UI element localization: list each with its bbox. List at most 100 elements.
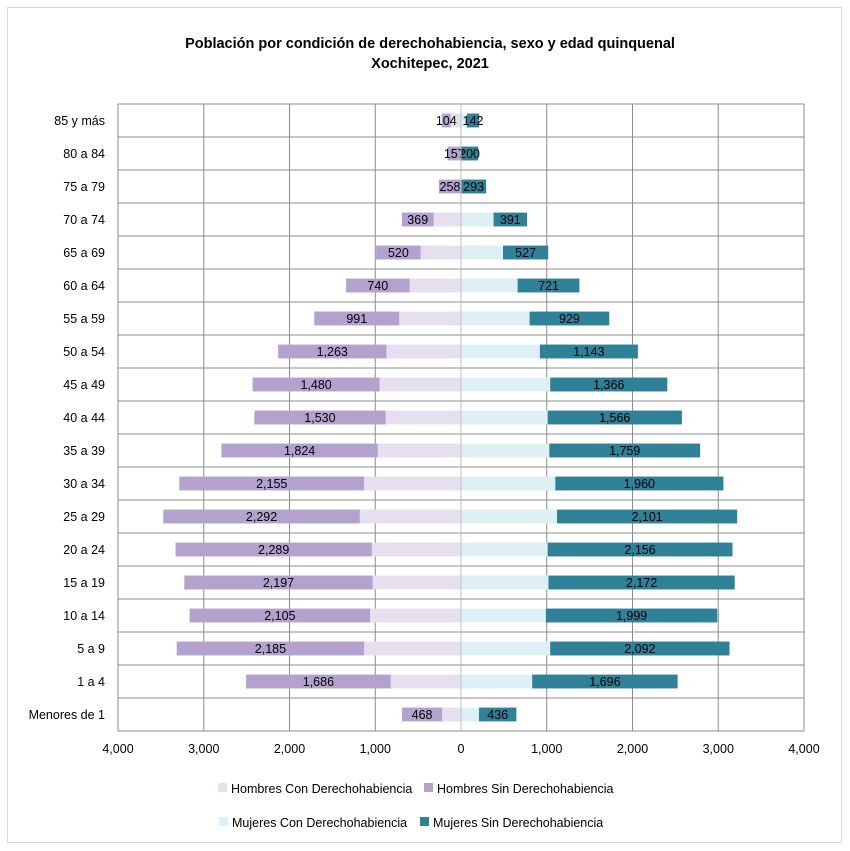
bar-mujeres-con-5 bbox=[461, 278, 518, 293]
bar-hombres-sin-3 bbox=[401, 212, 434, 227]
data-label-mujeres-sin-1: 200 bbox=[459, 147, 480, 161]
bar-mujeres-sin-0 bbox=[467, 113, 480, 128]
bar-mujeres-con-9 bbox=[461, 410, 548, 425]
data-label-mujeres-sin-4: 527 bbox=[515, 246, 536, 260]
data-label-mujeres-sin-8: 1,366 bbox=[593, 378, 624, 392]
bar-mujeres-sin-1 bbox=[461, 146, 479, 161]
bar-mujeres-sin-4 bbox=[503, 245, 549, 260]
bars bbox=[163, 113, 738, 722]
bar-hombres-con-9 bbox=[385, 410, 461, 425]
bar-mujeres-sin-5 bbox=[517, 278, 580, 293]
bar-mujeres-con-0 bbox=[461, 113, 468, 128]
bar-hombres-con-12 bbox=[359, 509, 461, 524]
bar-hombres-sin-7 bbox=[278, 344, 387, 359]
bar-mujeres-con-15 bbox=[461, 608, 546, 623]
bar-hombres-sin-18 bbox=[402, 707, 443, 722]
data-label-hombres-sin-5: 740 bbox=[367, 279, 388, 293]
y-tick-label-14: 15 a 19 bbox=[63, 576, 105, 590]
legend: Hombres Con Derechohabiencia Hombres Sin … bbox=[218, 782, 614, 830]
bar-mujeres-con-13 bbox=[461, 542, 548, 557]
x-tick-label-2: 2,000 bbox=[274, 742, 305, 756]
data-label-hombres-sin-15: 2,105 bbox=[264, 609, 295, 623]
data-label-hombres-sin-0: 104 bbox=[436, 114, 457, 128]
bar-mujeres-sin-17 bbox=[532, 674, 678, 689]
bar-mujeres-con-7 bbox=[461, 344, 540, 359]
bar-hombres-sin-6 bbox=[314, 311, 400, 326]
bar-mujeres-con-14 bbox=[461, 575, 549, 590]
chart-subtitle: Xochitepec, 2021 bbox=[371, 56, 489, 72]
bar-mujeres-sin-2 bbox=[461, 179, 487, 194]
bar-mujeres-sin-7 bbox=[539, 344, 638, 359]
bar-hombres-con-16 bbox=[364, 641, 461, 656]
data-label-hombres-sin-9: 1,530 bbox=[304, 411, 335, 425]
y-tick-label-0: 85 y más bbox=[54, 114, 105, 128]
bar-mujeres-sin-10 bbox=[549, 443, 701, 458]
x-tick-label-8: 4,000 bbox=[788, 742, 819, 756]
y-tick-label-13: 20 a 24 bbox=[63, 543, 105, 557]
data-label-mujeres-sin-6: 929 bbox=[559, 312, 580, 326]
data-label-hombres-sin-12: 2,292 bbox=[246, 510, 277, 524]
bar-mujeres-con-10 bbox=[461, 443, 550, 458]
data-label-hombres-sin-6: 991 bbox=[346, 312, 367, 326]
data-label-hombres-sin-16: 2,185 bbox=[255, 642, 286, 656]
legend-swatch-3 bbox=[420, 817, 429, 826]
bar-hombres-sin-10 bbox=[221, 443, 378, 458]
x-tick-label-7: 3,000 bbox=[703, 742, 734, 756]
data-label-hombres-sin-10: 1,824 bbox=[284, 444, 315, 458]
bar-mujeres-con-17 bbox=[461, 674, 533, 689]
bar-mujeres-sin-14 bbox=[548, 575, 735, 590]
bar-hombres-sin-5 bbox=[346, 278, 410, 293]
bar-mujeres-con-8 bbox=[461, 377, 551, 392]
bar-hombres-sin-8 bbox=[252, 377, 380, 392]
axes: 85 y más 80 a 84 75 a 79 70 a 74 65 a 69 60 a… bbox=[29, 104, 820, 756]
bar-hombres-sin-1 bbox=[447, 146, 461, 161]
data-label-hombres-sin-18: 468 bbox=[412, 708, 433, 722]
bar-hombres-sin-16 bbox=[176, 641, 365, 656]
x-tick-label-4: 0 bbox=[458, 742, 465, 756]
legend-swatch-0 bbox=[218, 783, 227, 792]
bar-hombres-con-3 bbox=[433, 212, 461, 227]
data-label-hombres-sin-8: 1,480 bbox=[300, 378, 331, 392]
data-label-hombres-sin-13: 2,289 bbox=[258, 543, 289, 557]
data-label-mujeres-sin-15: 1,999 bbox=[616, 609, 647, 623]
bar-mujeres-con-18 bbox=[461, 707, 480, 722]
x-tick-label-5: 1,000 bbox=[531, 742, 562, 756]
bar-hombres-con-0 bbox=[450, 113, 461, 128]
legend-label-1: Hombres Sin Derechohabiencia bbox=[437, 782, 614, 796]
y-tick-label-4: 65 a 69 bbox=[63, 246, 105, 260]
x-tick-label-3: 1,000 bbox=[360, 742, 391, 756]
data-label-mujeres-sin-7: 1,143 bbox=[573, 345, 604, 359]
bar-hombres-sin-13 bbox=[175, 542, 372, 557]
data-label-mujeres-sin-12: 2,101 bbox=[631, 510, 662, 524]
y-tick-label-18: Menores de 1 bbox=[29, 708, 105, 722]
data-label-mujeres-sin-0: 142 bbox=[463, 114, 484, 128]
data-label-mujeres-sin-14: 2,172 bbox=[626, 576, 657, 590]
bar-mujeres-sin-15 bbox=[545, 608, 718, 623]
legend-label-2: Mujeres Con Derechohabiencia bbox=[232, 816, 407, 830]
bar-hombres-con-8 bbox=[379, 377, 461, 392]
data-label-mujeres-sin-2: 293 bbox=[463, 180, 484, 194]
y-tick-label-7: 50 a 54 bbox=[63, 345, 105, 359]
bar-mujeres-sin-8 bbox=[550, 377, 668, 392]
data-label-mujeres-sin-18: 436 bbox=[487, 708, 508, 722]
bar-hombres-con-13 bbox=[371, 542, 461, 557]
bar-hombres-con-10 bbox=[377, 443, 461, 458]
data-label-hombres-sin-11: 2,155 bbox=[256, 477, 287, 491]
data-label-mujeres-sin-17: 1,696 bbox=[589, 675, 620, 689]
bar-hombres-sin-4 bbox=[376, 245, 421, 260]
y-tick-label-8: 45 a 49 bbox=[63, 378, 105, 392]
data-label-mujeres-sin-16: 2,092 bbox=[624, 642, 655, 656]
y-tick-label-5: 60 a 64 bbox=[63, 279, 105, 293]
y-tick-label-2: 75 a 79 bbox=[63, 180, 105, 194]
data-label-mujeres-sin-11: 1,960 bbox=[624, 477, 655, 491]
legend-label-3: Mujeres Sin Derechohabiencia bbox=[433, 816, 603, 830]
bar-mujeres-con-3 bbox=[461, 212, 494, 227]
bar-hombres-con-6 bbox=[399, 311, 461, 326]
bar-mujeres-sin-16 bbox=[550, 641, 730, 656]
x-tick-label-0: 4,000 bbox=[102, 742, 133, 756]
data-label-hombres-sin-4: 520 bbox=[388, 246, 409, 260]
bar-mujeres-sin-12 bbox=[557, 509, 738, 524]
bar-hombres-sin-12 bbox=[163, 509, 360, 524]
bar-hombres-con-7 bbox=[386, 344, 461, 359]
